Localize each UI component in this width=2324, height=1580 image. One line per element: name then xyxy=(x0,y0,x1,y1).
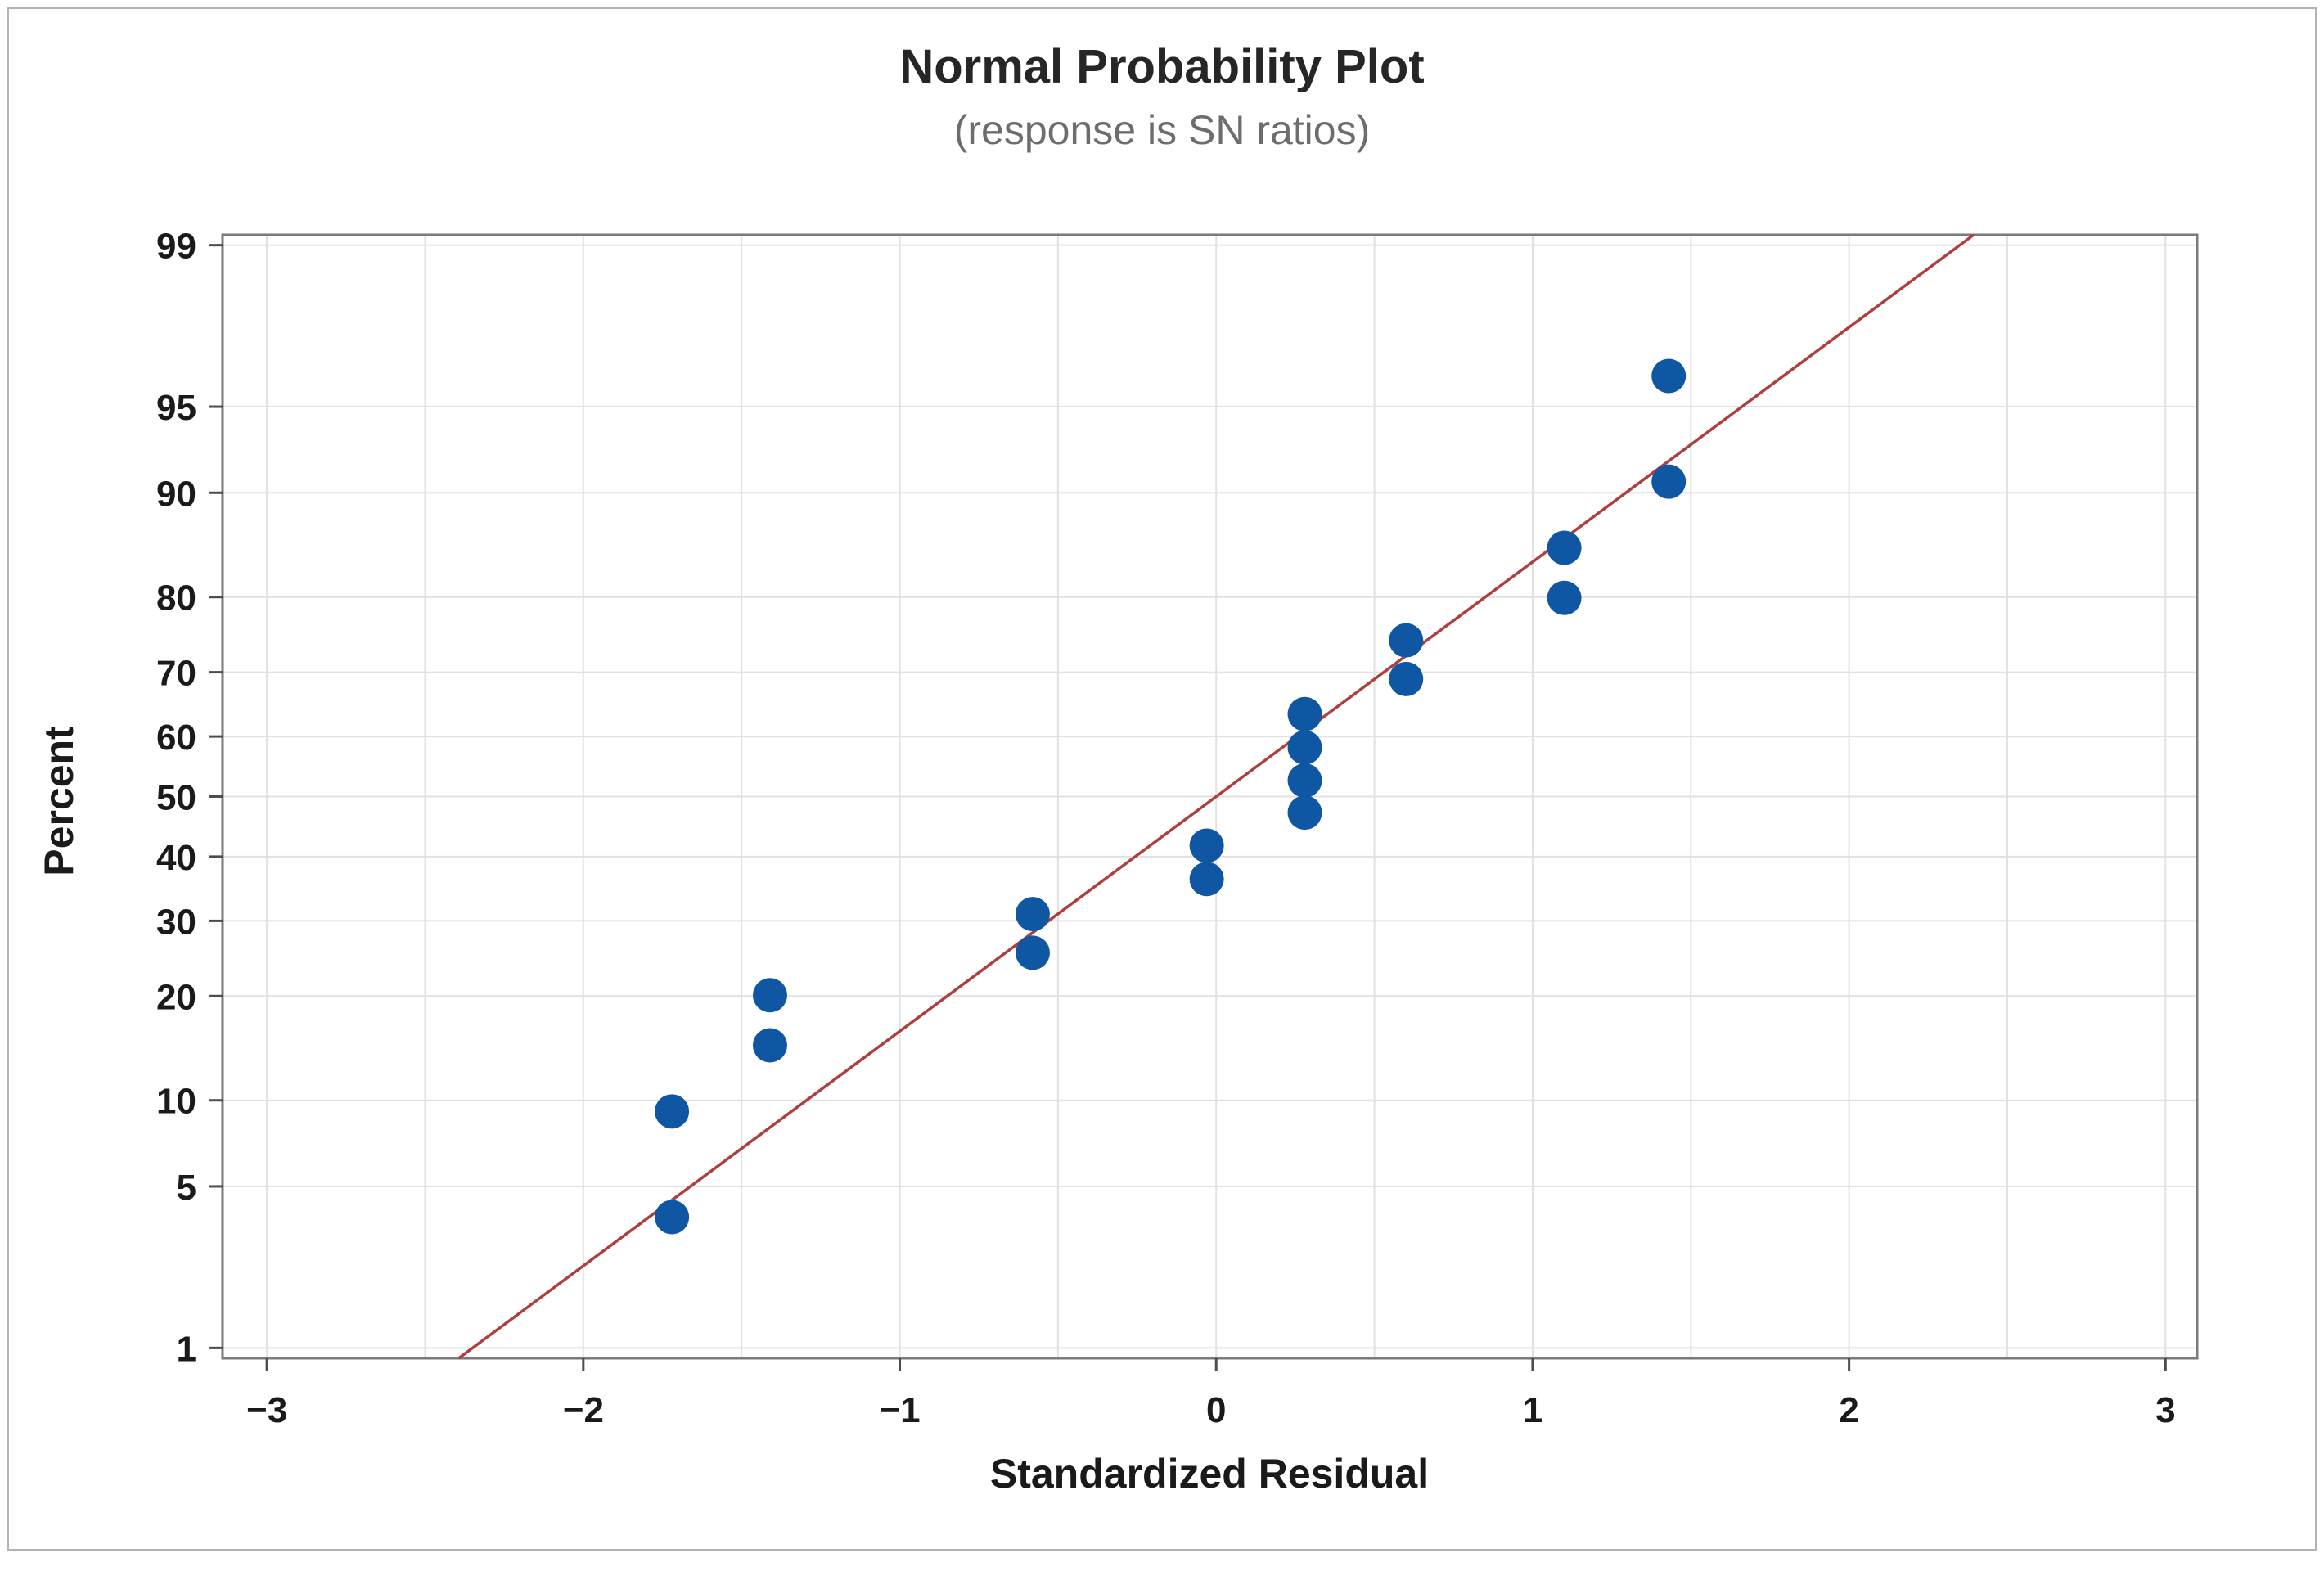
y-tick-label: 5 xyxy=(177,1168,196,1208)
x-tick-label: 0 xyxy=(1206,1390,1226,1430)
data-point xyxy=(1189,862,1224,897)
y-tick-label: 50 xyxy=(156,778,196,818)
x-tick-label: −2 xyxy=(563,1390,604,1430)
data-point xyxy=(655,1200,690,1235)
data-point xyxy=(1651,464,1687,499)
x-tick-label: −1 xyxy=(879,1390,920,1430)
data-point xyxy=(1189,828,1224,863)
data-point xyxy=(1015,935,1050,970)
x-tick-label: 1 xyxy=(1523,1390,1543,1430)
chart-subtitle: (response is SN ratios) xyxy=(953,107,1371,153)
data-point xyxy=(1015,897,1050,932)
y-tick-label: 40 xyxy=(156,838,196,878)
y-tick-label: 30 xyxy=(156,902,196,942)
chart-title: Normal Probability Plot xyxy=(899,40,1425,93)
data-point xyxy=(1547,580,1582,615)
data-point xyxy=(1287,795,1322,831)
y-tick-label: 1 xyxy=(177,1329,196,1369)
data-point xyxy=(1287,696,1322,731)
data-point xyxy=(655,1094,690,1129)
x-tick-label: 2 xyxy=(1839,1390,1858,1430)
y-tick-label: 60 xyxy=(156,718,196,758)
data-point xyxy=(1389,661,1424,696)
y-tick-label: 99 xyxy=(156,227,196,267)
data-point xyxy=(1287,763,1322,798)
data-point xyxy=(752,1028,787,1063)
y-tick-label: 10 xyxy=(156,1082,196,1122)
x-tick-label: 3 xyxy=(2155,1390,2175,1430)
fit-line xyxy=(457,233,1975,1360)
y-tick-label: 70 xyxy=(156,654,196,694)
data-point xyxy=(1287,730,1322,765)
y-tick-label: 80 xyxy=(156,578,196,619)
y-tick-label: 95 xyxy=(156,388,196,428)
y-tick-label: 90 xyxy=(156,474,196,514)
y-tick-label: 20 xyxy=(156,977,196,1017)
data-point xyxy=(1651,358,1687,394)
x-tick-label: −3 xyxy=(246,1390,287,1430)
data-point xyxy=(1547,530,1582,565)
x-axis-title: Standardized Residual xyxy=(989,1451,1430,1497)
data-point xyxy=(1389,623,1424,658)
data-point xyxy=(752,978,787,1013)
